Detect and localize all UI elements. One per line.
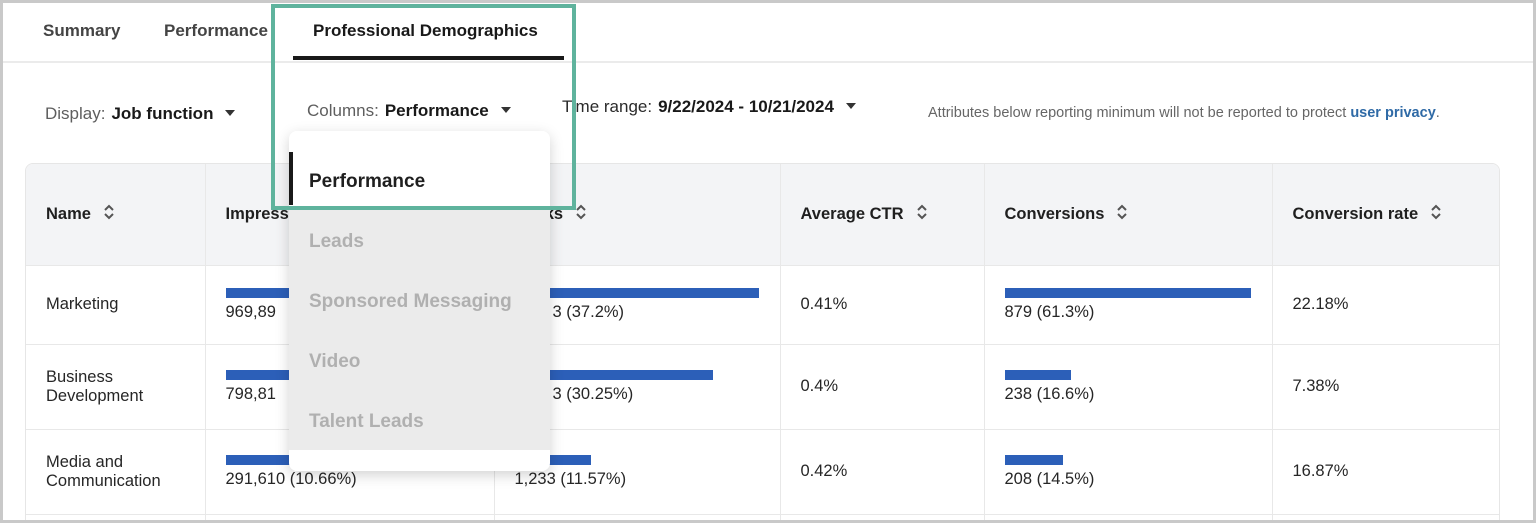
demographics-table: Name Impressions Clicks Average CTR Conv…	[26, 164, 1499, 520]
conversions-bar	[1004, 369, 1071, 380]
time-range-label: Time range:	[562, 97, 653, 116]
conversions-bar	[1004, 454, 1063, 465]
dropdown-option-sponsored-messaging[interactable]: Sponsored Messaging	[309, 291, 512, 312]
sort-icon[interactable]	[1116, 203, 1128, 221]
column-header-conversions[interactable]: Conversions	[984, 164, 1273, 266]
cell-conversions: 879 (61.3%)	[984, 265, 1273, 345]
column-header-conversion-rate[interactable]: Conversion rate	[1272, 164, 1499, 266]
disabled-options-area	[289, 207, 550, 450]
caret-down-icon	[225, 109, 236, 116]
display-filter-value: Job function	[111, 104, 214, 123]
display-filter-label: Display:	[45, 104, 106, 123]
columns-dropdown-menu: Performance Leads Sponsored Messaging Vi…	[289, 131, 550, 471]
caret-down-icon	[845, 102, 856, 109]
display-filter[interactable]: Display: Job function	[45, 104, 236, 124]
cell-clicks: 1,233 (11.57%)	[494, 429, 781, 515]
cell-name: Business Development	[26, 344, 206, 430]
table-row	[26, 514, 1499, 520]
caret-down-icon	[500, 106, 511, 113]
time-range-filter[interactable]: Time range: 9/22/2024 - 10/21/2024	[562, 97, 856, 117]
conversions-bar	[1004, 287, 1251, 298]
table-row: Marketing 969,89 3 (37.2%) 0.41% 879 (61…	[26, 265, 1499, 345]
tab-performance[interactable]: Performance	[164, 21, 268, 40]
dropdown-option-leads[interactable]: Leads	[309, 231, 364, 252]
cell-average-ctr: 0.4%	[780, 344, 985, 430]
user-privacy-link[interactable]: user privacy	[1350, 105, 1436, 121]
clicks-bar	[514, 369, 713, 380]
dropdown-option-video[interactable]: Video	[309, 351, 361, 372]
cell-conversions: 208 (14.5%)	[984, 429, 1273, 515]
table-header-row: Name Impressions Clicks Average CTR Conv…	[26, 164, 1499, 266]
columns-filter-value: Performance	[384, 101, 489, 120]
clicks-bar	[514, 287, 759, 298]
columns-filter-label: Columns:	[307, 101, 379, 120]
privacy-notice: Attributes below reporting minimum will …	[928, 105, 1440, 121]
sort-icon[interactable]	[103, 203, 115, 221]
sort-icon[interactable]	[575, 203, 587, 221]
impressions-bar	[225, 454, 302, 465]
column-header-average-ctr[interactable]: Average CTR	[780, 164, 985, 266]
cell-conversion-rate: 22.18%	[1272, 265, 1499, 345]
column-header-name[interactable]: Name	[26, 164, 206, 266]
tab-professional-demographics[interactable]: Professional Demographics	[313, 21, 538, 40]
cell-conversions: 238 (16.6%)	[984, 344, 1273, 430]
active-tab-indicator	[293, 56, 564, 60]
cell-name: Marketing	[26, 265, 206, 345]
dropdown-option-talent-leads[interactable]: Talent Leads	[309, 411, 424, 432]
cell-average-ctr: 0.42%	[780, 429, 985, 515]
privacy-notice-text: Attributes below reporting minimum will …	[928, 105, 1351, 121]
page-frame: Summary Performance Professional Demogra…	[3, 3, 1533, 520]
columns-filter[interactable]: Columns: Performance	[307, 101, 511, 121]
sort-icon[interactable]	[1430, 203, 1442, 221]
cell-conversion-rate: 16.87%	[1272, 429, 1499, 515]
clicks-bar	[514, 454, 591, 465]
selected-indicator	[289, 152, 293, 205]
table-row: Media and Communication 291,610 (10.66%)…	[26, 429, 1499, 515]
demographics-table-card: Name Impressions Clicks Average CTR Conv…	[25, 163, 1500, 520]
time-range-value: 9/22/2024 - 10/21/2024	[658, 97, 834, 116]
tab-summary[interactable]: Summary	[43, 21, 121, 40]
privacy-notice-suffix: .	[1435, 105, 1440, 121]
cell-name: Media and Communication	[26, 429, 206, 515]
cell-conversion-rate: 7.38%	[1272, 344, 1499, 430]
tab-bar: Summary Performance Professional Demogra…	[3, 3, 1533, 63]
cell-average-ctr: 0.41%	[780, 265, 985, 345]
dropdown-option-performance[interactable]: Performance	[289, 131, 550, 207]
table-row: Business Development 798,81 3 (30.25%) 0…	[26, 344, 1499, 430]
sort-icon[interactable]	[916, 203, 928, 221]
